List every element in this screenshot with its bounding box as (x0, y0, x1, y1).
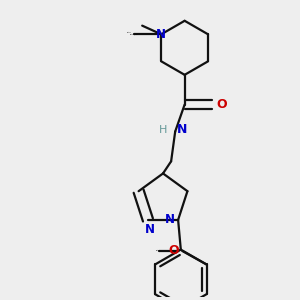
Text: N: N (177, 123, 187, 136)
Text: N: N (145, 223, 155, 236)
Text: methyl_stub: methyl_stub (130, 33, 139, 35)
Text: N: N (156, 28, 166, 41)
Text: O: O (169, 244, 179, 257)
Text: O: O (217, 98, 227, 111)
Text: N: N (165, 213, 175, 226)
Text: H: H (159, 125, 168, 135)
Text: methyl: methyl (156, 250, 161, 251)
Text: methyl: methyl (127, 32, 131, 33)
